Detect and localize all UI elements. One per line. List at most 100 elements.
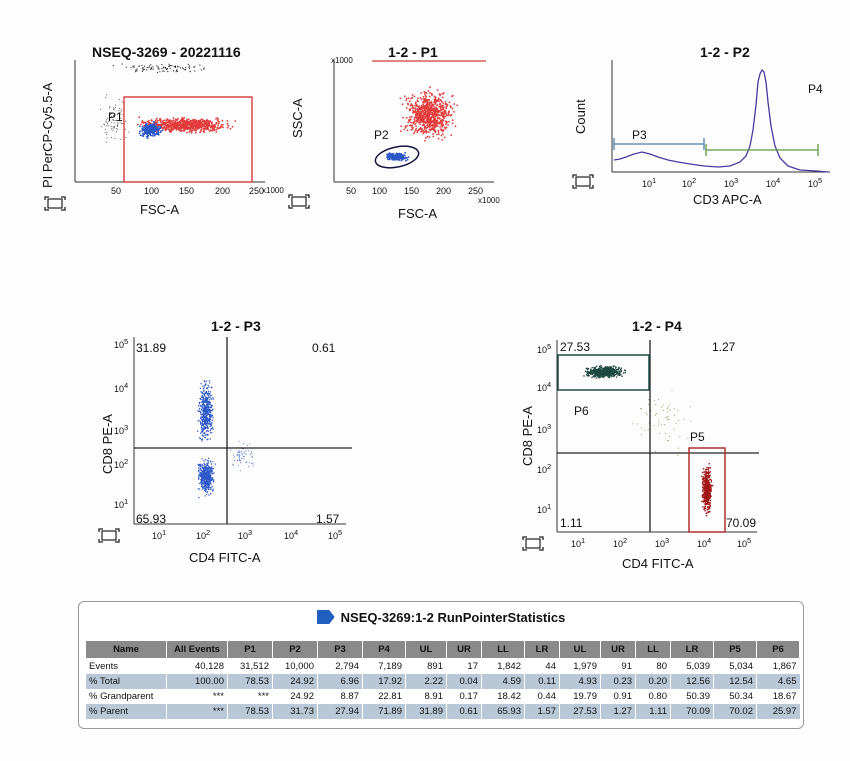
column-header: UL (405, 640, 447, 659)
table-cell: 0.23 (600, 674, 636, 689)
statistics-title-text: NSEQ-3269:1-2 RunPointerStatistics (340, 610, 566, 625)
gate-p6-rect (557, 354, 650, 391)
table-cell: 78.53 (227, 704, 273, 719)
plot5-xlabel: CD4 FITC-A (622, 556, 694, 571)
plot3-xlabel: CD3 APC-A (693, 192, 762, 207)
gate-p4-label: P4 (808, 82, 823, 96)
table-cell: 0.04 (446, 674, 482, 689)
gate-p1-rect (123, 96, 253, 183)
table-cell: 18.67 (756, 689, 800, 704)
table-cell: 22.81 (362, 689, 406, 704)
table-cell: 0.17 (446, 689, 482, 704)
zoom-icon[interactable] (98, 528, 120, 543)
table-cell: 4.65 (756, 674, 800, 689)
table-cell: 50.34 (713, 689, 757, 704)
plot2-xtick: 50 (346, 186, 357, 196)
plot1-ylabel: PI PerCP-Cy5.5-A (40, 82, 55, 188)
plot3-title: 1-2 - P2 (700, 44, 750, 60)
plot5-xticks: 101 102 103 104 105 (571, 536, 752, 549)
table-cell: 2.22 (405, 674, 447, 689)
plot5-ytick: 5 (547, 342, 552, 351)
row-name: % Grandparent (85, 689, 167, 704)
quadrant-ll-value: 1.11 (560, 516, 583, 530)
plot1-xtick: 200 (215, 186, 231, 196)
gate-p5-rect (688, 447, 726, 533)
plot4-yticks: 105 104 103 102 101 (114, 337, 129, 510)
plot2-xunit: x1000 (478, 196, 500, 205)
table-cell: 6.96 (317, 674, 363, 689)
row-name: % Parent (85, 704, 167, 719)
plot2-xtick: 150 (404, 186, 420, 196)
plot5-ytick: 3 (547, 422, 552, 431)
gate-p3-label: P3 (632, 128, 647, 142)
column-header: LR (524, 640, 560, 659)
zoom-icon[interactable] (44, 196, 66, 211)
plot5-xtick: 2 (623, 536, 628, 545)
table-cell: 5,039 (670, 658, 714, 674)
column-header: LL (635, 640, 671, 659)
table-cell: 50.39 (670, 689, 714, 704)
table-cell: 18.42 (481, 689, 525, 704)
table-cell: 1.57 (524, 704, 560, 719)
table-cell: 25.97 (756, 704, 800, 719)
statistics-panel: NSEQ-3269:1-2 RunPointerStatistics Name A… (78, 601, 804, 729)
table-cell: *** (227, 689, 273, 704)
gate-p1-label: P1 (108, 110, 123, 124)
row-name: % Total (85, 674, 167, 689)
plot3-xtick: 1 (652, 176, 657, 185)
table-cell: 17 (446, 658, 482, 674)
plot1-xlabel: FSC-A (140, 202, 179, 217)
plot2-ylabel: SSC-A (290, 98, 305, 138)
table-cell: 8.91 (405, 689, 447, 704)
table-cell: 0.20 (635, 674, 671, 689)
plot1-xticks: 50 100 150 200 250 (75, 186, 275, 198)
column-header: P3 (317, 640, 363, 659)
table-cell: *** (166, 689, 228, 704)
quadrant-ul-value: 31.89 (136, 341, 167, 355)
table-cell: 71.89 (362, 704, 406, 719)
table-cell: 0.80 (635, 689, 671, 704)
plot5-ytick: 4 (547, 380, 552, 389)
plot1-xtick: 150 (179, 186, 195, 196)
plot3-xticks: 101 102 103 104 105 (642, 176, 823, 189)
table-cell: 12.56 (670, 674, 714, 689)
column-header: LR (670, 640, 714, 659)
table-cell: *** (166, 704, 228, 719)
zoom-icon[interactable] (288, 194, 310, 209)
zoom-icon[interactable] (522, 536, 544, 551)
zoom-icon[interactable] (572, 174, 594, 189)
quadrant-lr-value: 70.09 (726, 516, 757, 530)
table-cell: 100.00 (166, 674, 228, 689)
table-cell: 0.91 (600, 689, 636, 704)
column-header: UL (559, 640, 601, 659)
plot2-fsc-ssc (333, 60, 494, 183)
plot5-ytick: 1 (547, 502, 552, 511)
quadrant-lr-value: 1.57 (316, 512, 340, 526)
plot5-title: 1-2 - P4 (632, 318, 682, 334)
pointer-arrow-icon (316, 610, 335, 624)
plot4-ytick: 4 (124, 381, 129, 390)
gate-p6-label: P6 (574, 404, 589, 418)
table-row: Events 40,128 31,512 10,000 2,794 7,189 891 17 1… (85, 658, 800, 674)
plot3-xtick: 5 (818, 176, 823, 185)
plot5-ytick: 2 (547, 462, 552, 471)
plot2-xlabel: FSC-A (398, 206, 437, 221)
table-cell: 19.79 (559, 689, 601, 704)
table-row: % Parent *** 78.53 31.73 27.94 71.89 31.89 0.61… (85, 704, 800, 719)
quadrant-ur-value: 1.27 (712, 340, 736, 354)
table-cell: 5,034 (713, 658, 757, 674)
plot1-xtick: 250 (249, 186, 265, 196)
table-cell: 1,842 (481, 658, 525, 674)
table-row: % Total 100.00 78.53 24.92 6.96 17.92 2.22 0.04… (85, 674, 800, 689)
table-cell: 91 (600, 658, 636, 674)
plot2-xtick: 250 (468, 186, 484, 196)
table-cell: 65.93 (481, 704, 525, 719)
table-cell: 78.53 (227, 674, 273, 689)
plot4-xlabel: CD4 FITC-A (189, 550, 261, 565)
plot1-xtick: 100 (144, 186, 160, 196)
statistics-title: NSEQ-3269:1-2 RunPointerStatistics (79, 610, 803, 625)
table-cell: 44 (524, 658, 560, 674)
table-cell: 4.93 (559, 674, 601, 689)
table-cell: 0.44 (524, 689, 560, 704)
table-cell: 0.61 (446, 704, 482, 719)
